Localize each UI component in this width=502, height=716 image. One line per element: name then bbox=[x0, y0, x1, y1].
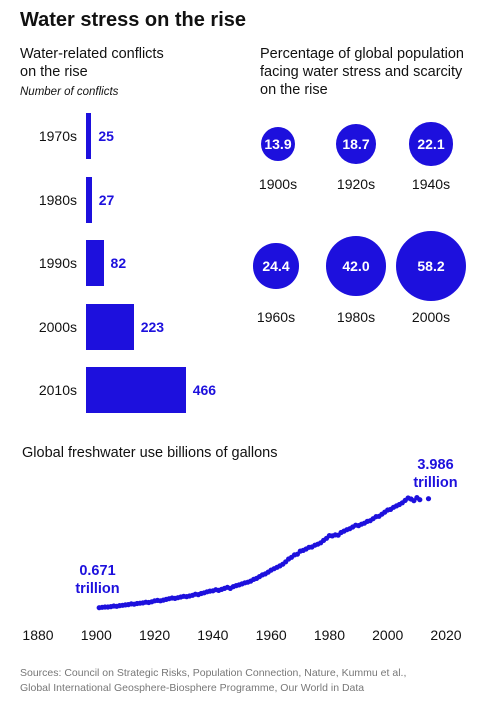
population-bubble: 22.1 bbox=[409, 122, 453, 166]
conflict-bar bbox=[86, 177, 92, 223]
conflicts-subtitle: Number of conflicts bbox=[20, 86, 119, 98]
conflict-bar bbox=[86, 240, 104, 286]
bubble-category-label: 1900s bbox=[258, 176, 298, 192]
start-annotation-value: 0.671 bbox=[79, 563, 116, 579]
bubble-value-label: 42.0 bbox=[342, 257, 370, 274]
population-title-line3: on the rise bbox=[260, 82, 328, 98]
x-tick-label: 2000 bbox=[372, 627, 404, 643]
x-tick-label: 1920 bbox=[138, 627, 171, 643]
start-annotation: 0.671 trillion bbox=[55, 562, 140, 598]
population-bubble: 24.4 bbox=[253, 243, 299, 289]
bubble-value-label: 13.9 bbox=[264, 135, 292, 152]
bubble-category-label: 1940s bbox=[411, 176, 451, 192]
x-tick-label: 1980 bbox=[313, 627, 345, 643]
end-annotation-value: 3.986 bbox=[417, 457, 454, 473]
x-tick-label: 1900 bbox=[80, 627, 112, 643]
bubble-value-label: 22.1 bbox=[417, 135, 445, 152]
bar-value-label: 25 bbox=[98, 128, 114, 144]
bar-category-label: 1970s bbox=[38, 128, 77, 144]
conflicts-title-line2: on the rise bbox=[20, 64, 88, 80]
bar-category-label: 2000s bbox=[38, 319, 77, 335]
population-title-line2: facing water stress and scarcity bbox=[260, 64, 463, 80]
freshwater-point bbox=[425, 496, 432, 502]
start-annotation-unit: trillion bbox=[75, 581, 120, 597]
freshwater-title: Global freshwater use billions of gallon… bbox=[22, 445, 278, 461]
bubble-value-label: 24.4 bbox=[262, 257, 290, 274]
x-tick-label: 1940 bbox=[197, 627, 229, 643]
x-tick-label: 1880 bbox=[22, 627, 54, 643]
end-annotation-unit: trillion bbox=[413, 475, 458, 491]
sources-line1: Sources: Council on Strategic Risks, Pop… bbox=[20, 667, 407, 679]
bar-value-label: 223 bbox=[140, 319, 165, 335]
bubble-value-label: 58.2 bbox=[417, 258, 445, 274]
bubble-category-label: 2000s bbox=[411, 309, 451, 325]
page-title: Water stress on the rise bbox=[20, 9, 247, 31]
bar-category-label: 2010s bbox=[38, 382, 77, 398]
x-tick-label: 1960 bbox=[255, 627, 287, 643]
bar-value-label: 466 bbox=[192, 382, 217, 398]
sources-note: Sources: Council on Strategic Risks, Pop… bbox=[20, 666, 490, 696]
x-tick-label: 2020 bbox=[430, 627, 462, 643]
bar-category-label: 1980s bbox=[38, 192, 77, 208]
end-annotation: 3.986 trillion bbox=[393, 456, 478, 492]
population-bubble: 18.7 bbox=[336, 124, 376, 164]
conflict-bar bbox=[86, 367, 186, 413]
conflicts-title-line1: Water-related conflicts bbox=[20, 46, 164, 62]
bubble-category-label: 1960s bbox=[256, 309, 296, 325]
bubble-category-label: 1980s bbox=[336, 309, 376, 325]
population-title-line1: Percentage of global population bbox=[260, 46, 464, 62]
bar-category-label: 1990s bbox=[38, 255, 77, 271]
conflict-bar bbox=[86, 304, 134, 350]
population-title: Percentage of global population facing w… bbox=[260, 45, 464, 99]
bubble-category-label: 1920s bbox=[336, 176, 376, 192]
population-bubble: 13.9 bbox=[260, 126, 296, 162]
conflict-bar bbox=[86, 113, 92, 159]
freshwater-point bbox=[417, 497, 423, 503]
conflicts-title: Water-related conflicts on the rise bbox=[20, 45, 164, 81]
bar-value-label: 27 bbox=[98, 192, 115, 208]
bubble-value-label: 18.7 bbox=[342, 135, 370, 152]
bar-value-label: 82 bbox=[110, 255, 127, 271]
population-bubble: 42.0 bbox=[326, 236, 386, 296]
sources-line2: Global International Geosphere-Biosphere… bbox=[20, 682, 365, 694]
population-bubble: 58.2 bbox=[396, 231, 466, 301]
